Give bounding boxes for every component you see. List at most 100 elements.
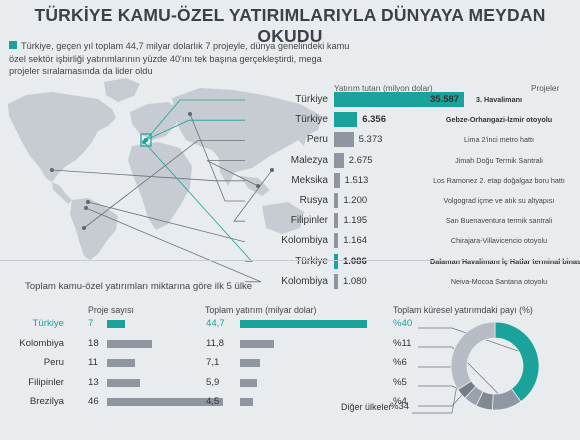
country-name: Peru [43,357,64,368]
map-connector-line [87,201,245,242]
project-name: Chirajara-Villavicencio otoyolu [450,236,548,246]
other-countries-share: %34 [390,401,410,412]
project-bar [334,152,344,168]
project-row: Türkiye 6.356 Gebze-Orhangazi-İzmir otoyol… [0,112,580,128]
project-bar [334,112,358,128]
project-bar [334,132,354,148]
project-bar [334,213,339,229]
map-africa [128,142,192,230]
project-value: 1.080 [342,275,367,287]
project-row: Meksika 1.513 Los Ramonez 2. etap doğalgaz… [0,172,580,189]
investment-bar [240,320,367,328]
project-count-value: 13 [88,376,99,388]
investment-column-header: Yatırım tutarı (milyon dolar) [334,84,433,93]
country-row: Kolombiya 18 11,8 %11 [0,336,440,352]
map-location-marker [188,112,192,116]
project-row: Filipinler 1.195 San Buenaventura termik s… [0,213,580,229]
project-count-header: Proje sayısı [88,305,134,315]
investment-bar [240,359,261,367]
project-value: 1.513 [344,174,369,186]
country-name: Brezilya [29,396,64,407]
investment-bar [240,339,274,348]
map-location-marker [142,140,146,144]
project-value: 2.675 [348,154,373,166]
map-south-america [70,198,118,260]
map-connector-line [85,207,262,283]
map-location-marker [86,200,90,204]
project-country-label: Peru [306,134,328,146]
project-value: 35.587 [430,94,460,105]
map-central-america [52,182,72,204]
project-count-bar [107,378,140,387]
project-count-value: 18 [88,337,99,349]
project-bar [334,92,464,107]
investment-value: 11,8 [206,337,224,349]
total-investment-header: Toplam yatırım (milyar dolar) [205,305,317,315]
map-location-marker [82,226,86,230]
project-country-label: Türkiye [295,114,328,126]
project-bar [334,253,338,269]
project-row: Peru 5.373 Lima 2'inci metro hattı [0,132,580,148]
project-value: 1.200 [343,195,368,206]
intro-paragraph: Türkiye, geçen yıl toplam 44,7 milyar do… [9,40,354,78]
project-name: Los Ramonez 2. etap doğalgaz boru hattı [433,175,565,185]
project-count-value: 7 [88,318,94,329]
project-country-label: Kolombiya [281,275,328,287]
map-india [218,150,236,186]
map-connector-line [83,139,245,229]
map-connector-line [51,169,245,182]
project-country-label: Meksika [291,174,328,186]
project-country-label: Kolombiya [281,235,328,247]
map-location-marker [256,184,260,188]
project-name: Volgograd içme ve atık su altyapısı [443,196,555,205]
project-bar [334,172,340,188]
project-value: 6.356 [362,114,386,126]
project-country-label: Türkiye [295,94,328,105]
share-value: %11 [393,337,412,349]
project-row: Kolombiya 1.080 Neiva-Mocoa Santana otoyol… [0,273,580,290]
map-connector-line [189,113,245,202]
map-connector-line [145,99,245,141]
country-name: Kolombiya [19,337,64,349]
donut-leader-line [418,346,506,401]
project-value: 5.373 [358,134,383,146]
project-row: Kolombiya 1.164 Chirajara-Villavicencio ot… [0,233,580,249]
investment-value: 7,1 [206,357,220,368]
project-row: Rusya 1.200 Volgograd içme ve atık su alty… [0,193,580,209]
project-count-bar [107,359,135,367]
project-bar [334,233,339,249]
top5-title: Toplam kamu-özel yatırımları miktarına g… [25,281,253,292]
country-row: Brezilya 46 4,5 %4 [0,394,440,410]
project-name: Neiva-Mocoa Santana otoyolu [450,276,548,286]
other-countries-label: Diğer ülkeler [341,402,392,412]
projects-column-header: Projeler [531,84,560,93]
donut-leader-line [418,327,530,356]
project-name: San Buenaventura termik santrali [445,216,553,226]
donut-slice [450,321,496,391]
investment-bar [240,378,257,387]
share-value: %5 [393,376,407,388]
share-value: %4 [393,396,407,407]
project-row: Malezya 2.675 Jimah Doğu Termik Santrali [0,152,580,169]
project-country-label: Filipinler [290,215,328,227]
project-country-label: Rusya [299,195,328,206]
investment-bar [240,398,253,406]
project-value: 1.195 [343,215,368,227]
country-name: Türkiye [32,318,64,329]
map-asia [172,88,322,172]
project-name: Jimah Doğu Termik Santrali [455,155,543,165]
project-name: Dalaman Havalimanı İç Hatlar terminal bi… [430,256,580,266]
map-greenland [104,78,140,102]
project-count-value: 46 [88,396,99,407]
intro-text: Türkiye, geçen yıl toplam 44,7 milyar do… [9,41,350,76]
project-count-bar [107,398,223,406]
map-location-marker [270,168,274,172]
investment-value: 4,5 [206,396,220,407]
share-value: %40 [393,318,413,329]
project-row: Türkiye 35.587 3. Havalimanı [0,92,580,108]
map-connector-line [145,119,245,141]
share-value: %6 [393,357,407,368]
bullet-square-icon [9,41,17,49]
project-name: 3. Havalimanı [476,95,522,104]
